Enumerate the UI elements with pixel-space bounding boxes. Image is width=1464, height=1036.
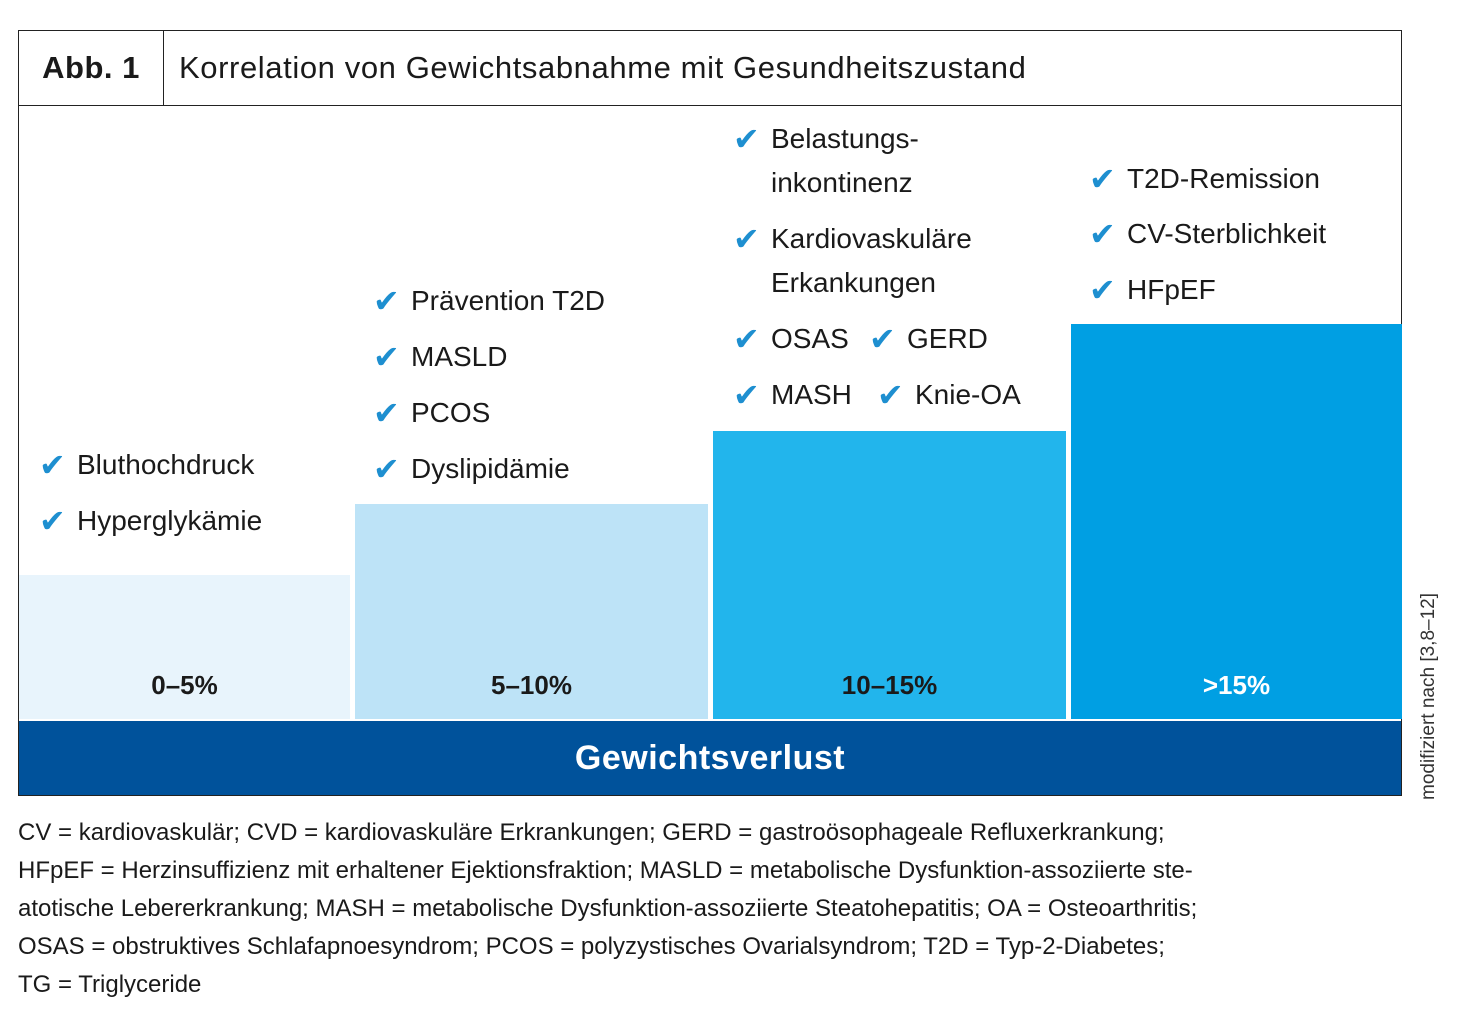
legend-line: CV = kardiovaskulär; CVD = kardiovaskulä… <box>18 819 1165 846</box>
item-knie-oa: ✔ Knie-OA <box>877 373 1021 417</box>
legend-line: atotische Lebererkrankung; MASH = metabo… <box>18 895 1198 922</box>
checkmark-icon: ✔ <box>869 321 896 357</box>
checkmark-icon: ✔ <box>373 451 400 487</box>
figure-label: Abb. 1 <box>19 31 164 105</box>
step-0-5: 0–5% <box>19 575 350 719</box>
item-praevention-t2d: ✔ Prävention T2D <box>373 279 605 323</box>
item-gerd: ✔ GERD <box>869 317 988 361</box>
checkmark-icon: ✔ <box>373 339 400 375</box>
legend-line: OSAS = obstruktives Schlafapnoesyndrom; … <box>18 933 1165 960</box>
step-10-15: 10–15% <box>713 431 1066 719</box>
step-5-10: 5–10% <box>355 504 708 719</box>
step-label-5-10: 5–10% <box>491 670 572 700</box>
weight-loss-axis-bar: Gewichtsverlust <box>19 721 1401 795</box>
step-over-15: >15% <box>1071 324 1402 719</box>
item-belastungsinkontinenz: ✔ Belastungs- inkontinenz <box>733 117 919 205</box>
legend-line: HFpEF = Herzinsuffizienz mit erhaltener … <box>18 857 1193 884</box>
step-label-over-15: >15% <box>1202 670 1271 700</box>
item-kardiovaskulaere-erkankungen: ✔ Kardiovaskuläre Erkankungen <box>733 217 972 305</box>
checkmark-icon: ✔ <box>1089 216 1116 252</box>
figure-header: Abb. 1 Korrelation von Gewichtsabnahme m… <box>19 31 1401 106</box>
checkmark-icon: ✔ <box>733 377 760 413</box>
checkmark-icon: ✔ <box>877 377 904 413</box>
item-dyslipidaemie: ✔ Dyslipidämie <box>373 447 570 491</box>
checkmark-icon: ✔ <box>373 395 400 431</box>
item-mash: ✔ MASH <box>733 373 852 417</box>
step-label-0-5: 0–5% <box>151 670 218 700</box>
legend-line: TG = Triglyceride <box>18 971 202 998</box>
checkmark-icon: ✔ <box>733 321 760 357</box>
checkmark-icon: ✔ <box>373 283 400 319</box>
checkmark-icon: ✔ <box>39 503 66 539</box>
item-hyperglykaemie: ✔ Hyperglykämie <box>39 499 262 543</box>
item-masld: ✔ MASLD <box>373 335 507 379</box>
item-bluthochdruck: ✔ Bluthochdruck <box>39 443 254 487</box>
checkmark-icon: ✔ <box>733 221 760 257</box>
source-note: modifiziert nach [3,8–12] <box>1418 592 1439 800</box>
checkmark-icon: ✔ <box>733 121 760 157</box>
step-label-10-15: 10–15% <box>841 670 938 700</box>
checkmark-icon: ✔ <box>1089 161 1116 197</box>
checkmark-icon: ✔ <box>1089 272 1116 308</box>
checkmark-icon: ✔ <box>39 447 66 483</box>
abbreviation-legend: CV = kardiovaskulär; CVD = kardiovaskulä… <box>18 814 1398 1004</box>
figure-title: Korrelation von Gewichtsabnahme mit Gesu… <box>179 50 1027 85</box>
item-t2d-remission: ✔ T2D-Remission <box>1089 157 1320 201</box>
item-pcos: ✔ PCOS <box>373 391 490 435</box>
item-osas: ✔ OSAS <box>733 317 849 361</box>
item-cv-sterblichkeit: ✔ CV-Sterblichkeit <box>1089 212 1326 256</box>
figure-frame: Abb. 1 Korrelation von Gewichtsabnahme m… <box>18 30 1402 796</box>
item-hfpef: ✔ HFpEF <box>1089 268 1216 312</box>
